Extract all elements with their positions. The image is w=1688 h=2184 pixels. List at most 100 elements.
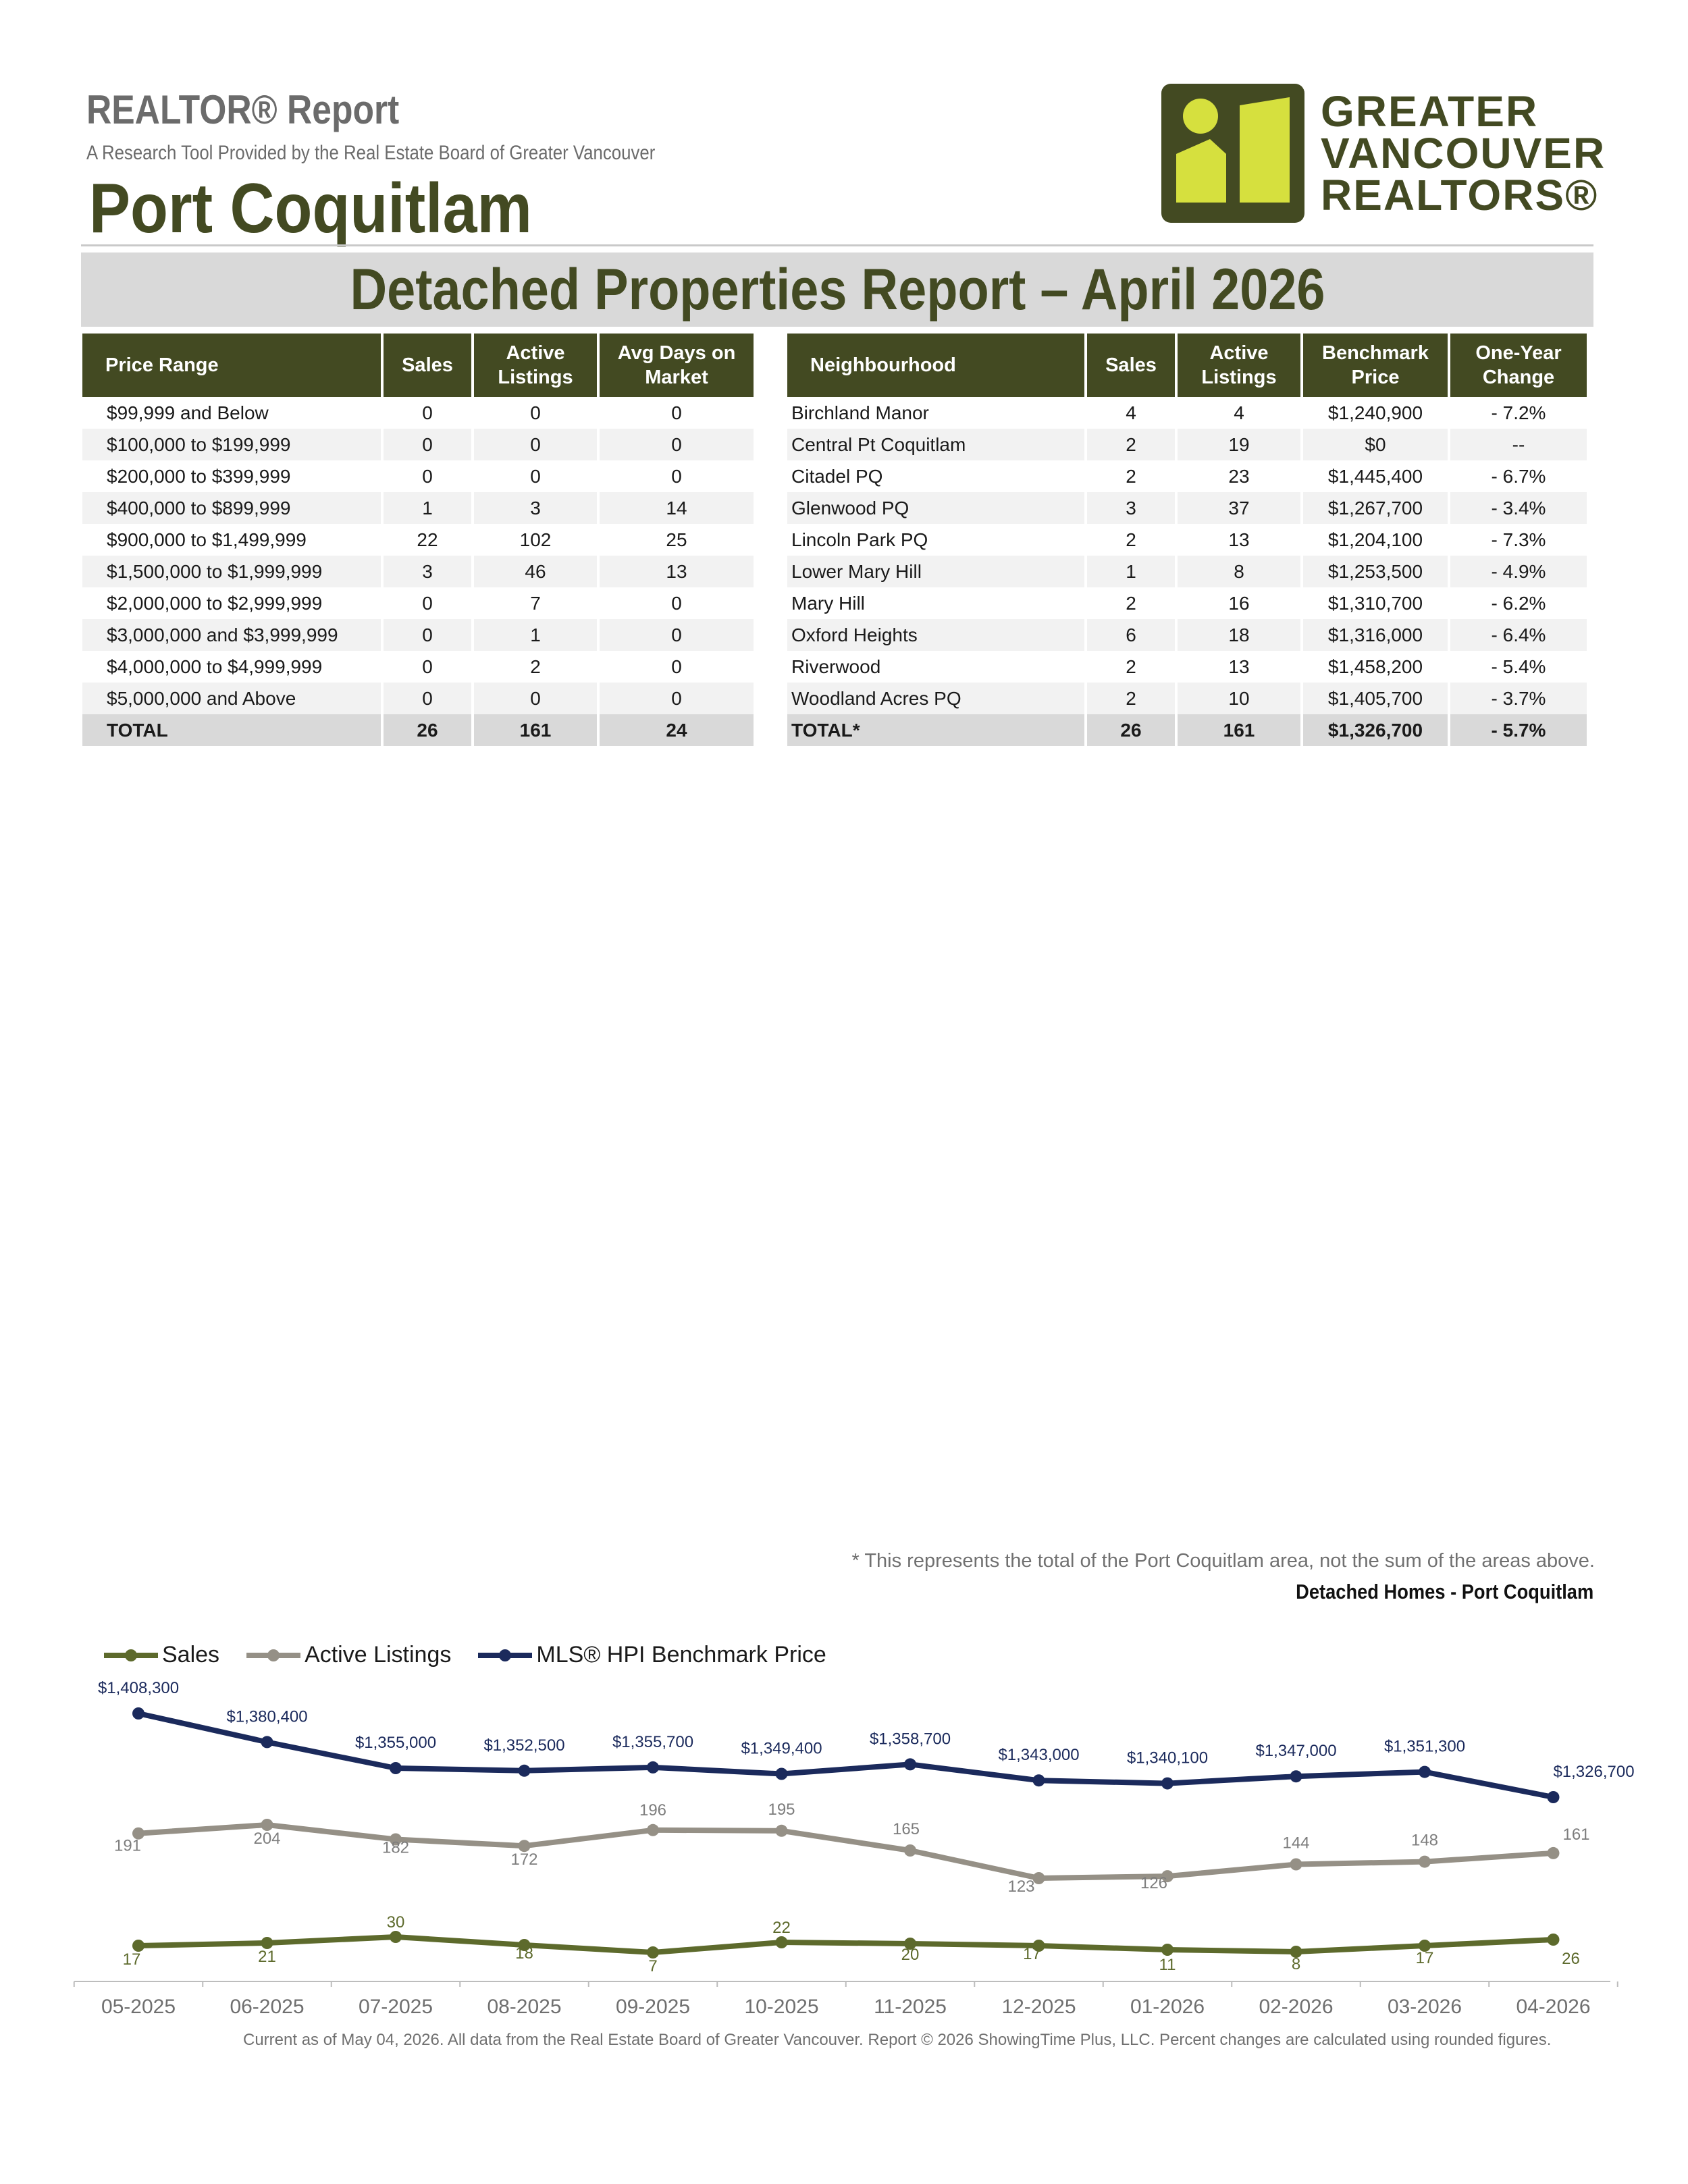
- data-label: 30: [387, 1913, 405, 1932]
- table-cell: 2: [1126, 592, 1136, 614]
- table-cell: 1: [384, 492, 471, 524]
- table-cell: 161: [474, 714, 597, 746]
- data-point: [1032, 1872, 1045, 1884]
- table-cell: 13: [600, 556, 754, 587]
- table-cell: $1,253,500: [1303, 556, 1448, 587]
- x-tick-label: 02-2026: [1259, 1996, 1333, 2018]
- table-cell: 37: [1178, 492, 1300, 524]
- table-cell: 26: [1087, 714, 1175, 746]
- table-row: $3,000,000 and $3,999,999 0 1 0: [82, 619, 754, 651]
- table-cell: 0: [530, 465, 541, 487]
- data-point: [132, 1940, 144, 1952]
- table-cell: $1,310,700: [1327, 592, 1423, 614]
- table-row: Glenwood PQ 3 37 $1,267,700- 3.4%: [787, 492, 1587, 524]
- data-label: 123: [1007, 1877, 1034, 1896]
- data-label: 17: [1416, 1949, 1434, 1967]
- table-cell: 26: [384, 714, 471, 746]
- table-cell: Birchland Manor: [791, 402, 929, 423]
- series-line: [138, 1822, 1554, 1881]
- data-point: [1032, 1774, 1045, 1787]
- x-tick-label: 09-2025: [616, 1996, 690, 2018]
- col-sales: Sales: [1087, 334, 1175, 397]
- table-cell: $1,316,000: [1303, 619, 1448, 651]
- table-row: $99,999 and Below 0 0 0: [82, 397, 754, 429]
- table-cell: Lincoln Park PQ: [791, 529, 928, 550]
- table-cell: - 5.4%: [1491, 656, 1546, 677]
- table-cell: Central Pt Coquitlam: [787, 429, 1084, 460]
- data-label: 8: [1292, 1955, 1300, 1973]
- col-one-year-change: One-Year Change: [1450, 334, 1587, 397]
- table-row: Citadel PQ 2 23 $1,445,400 - 6.7%: [787, 460, 1587, 492]
- x-tick-label: 03-2026: [1388, 1996, 1462, 2018]
- table-cell: 25: [666, 529, 687, 550]
- data-label: 26: [1562, 1950, 1580, 1968]
- table-cell: 2: [1087, 683, 1175, 714]
- table-cell: $400,000 to $899,999: [82, 492, 381, 524]
- data-credit: Current as of May 04, 2026. All data fro…: [243, 2031, 1552, 2049]
- table-cell: $1,500,000 to $1,999,999: [82, 556, 381, 587]
- data-label: $1,326,700: [1553, 1763, 1634, 1781]
- data-label: 18: [515, 1944, 533, 1963]
- table-cell: Mary Hill: [791, 592, 865, 614]
- table-row: Woodland Acres PQ 2 10 $1,405,700- 3.7%: [787, 683, 1587, 714]
- data-label: 21: [258, 1948, 276, 1966]
- data-point: [1419, 1940, 1431, 1952]
- table-cell: TOTAL: [82, 714, 381, 746]
- logo-line-3: REALTORS®: [1321, 171, 1599, 219]
- data-label: 182: [382, 1838, 409, 1857]
- table-row: Riverwood 2 13 $1,458,200 - 5.4%: [787, 651, 1587, 683]
- data-point: [1419, 1855, 1431, 1868]
- legend-active-listings: Active Listings: [244, 1642, 451, 1668]
- table-row: $400,000 to $899,999 1 3 14: [82, 492, 754, 524]
- x-tick-label: 07-2025: [359, 1996, 433, 2018]
- table-cell: TOTAL*: [787, 714, 1084, 746]
- col-active-listings: Active Listings: [1178, 334, 1300, 397]
- data-label: 144: [1282, 1834, 1309, 1853]
- data-point: [261, 1937, 273, 1949]
- data-point: [1161, 1944, 1173, 1956]
- table-cell: 3: [384, 556, 471, 587]
- table-cell: 7: [530, 592, 541, 614]
- table-cell: 0: [530, 402, 541, 423]
- col-active-listings: Active Listings: [474, 334, 597, 397]
- table-cell: Oxford Heights: [787, 619, 1084, 651]
- data-point: [1290, 1946, 1302, 1958]
- data-point: [1547, 1846, 1560, 1859]
- data-point: [1419, 1765, 1431, 1778]
- data-point: [904, 1758, 916, 1771]
- data-label: $1,358,700: [870, 1730, 951, 1748]
- table-row: $200,000 to $399,999 0 0 0: [82, 460, 754, 492]
- data-point: [518, 1939, 531, 1951]
- table-cell: 46: [474, 556, 597, 587]
- legend-benchmark-price-label: MLS® HPI Benchmark Price: [536, 1642, 826, 1668]
- table-row: $4,000,000 to $4,999,999 0 2 0: [82, 651, 754, 683]
- report-banner: Detached Properties Report – April 2026: [81, 252, 1593, 327]
- table-cell: - 3.7%: [1450, 683, 1587, 714]
- table-row: Oxford Heights 6 18 $1,316,000- 6.4%: [787, 619, 1587, 651]
- table-cell: 0: [671, 465, 682, 487]
- footnote: * This represents the total of the Port …: [851, 1550, 1595, 1572]
- table-row: $2,000,000 to $2,999,999 0 7 0: [82, 587, 754, 619]
- data-label: $1,355,700: [612, 1733, 693, 1751]
- data-point: [775, 1767, 788, 1780]
- table-row: $5,000,000 and Above 0 0 0: [82, 683, 754, 714]
- table-cell: 161: [1178, 714, 1300, 746]
- col-sales: Sales: [384, 334, 471, 397]
- trend-chart: 05-2025 06-2025 07-2025 08-2025 09-2025 10-20…: [73, 1679, 1635, 2018]
- table-cell: 2: [1126, 465, 1136, 487]
- table-cell: 4: [1126, 402, 1136, 423]
- logo-mark: [1161, 84, 1304, 223]
- table-cell: 2: [1126, 529, 1136, 550]
- report-subtitle: A Research Tool Provided by the Real Est…: [86, 142, 656, 164]
- chart-title: Detached Homes - Port Coquitlam: [1295, 1580, 1593, 1603]
- data-label: $1,380,400: [226, 1707, 307, 1726]
- chart-legend: Sales Active Listings MLS® HPI Benchmark…: [101, 1642, 826, 1668]
- data-label: 126: [1140, 1874, 1167, 1892]
- data-label: 204: [253, 1830, 280, 1848]
- table-cell: 23: [1228, 465, 1250, 487]
- x-tick-label: 10-2025: [744, 1996, 818, 2018]
- table-cell: 0: [474, 683, 597, 714]
- data-point: [1032, 1940, 1045, 1952]
- data-label: 161: [1562, 1826, 1589, 1844]
- table-cell: - 6.7%: [1491, 465, 1546, 487]
